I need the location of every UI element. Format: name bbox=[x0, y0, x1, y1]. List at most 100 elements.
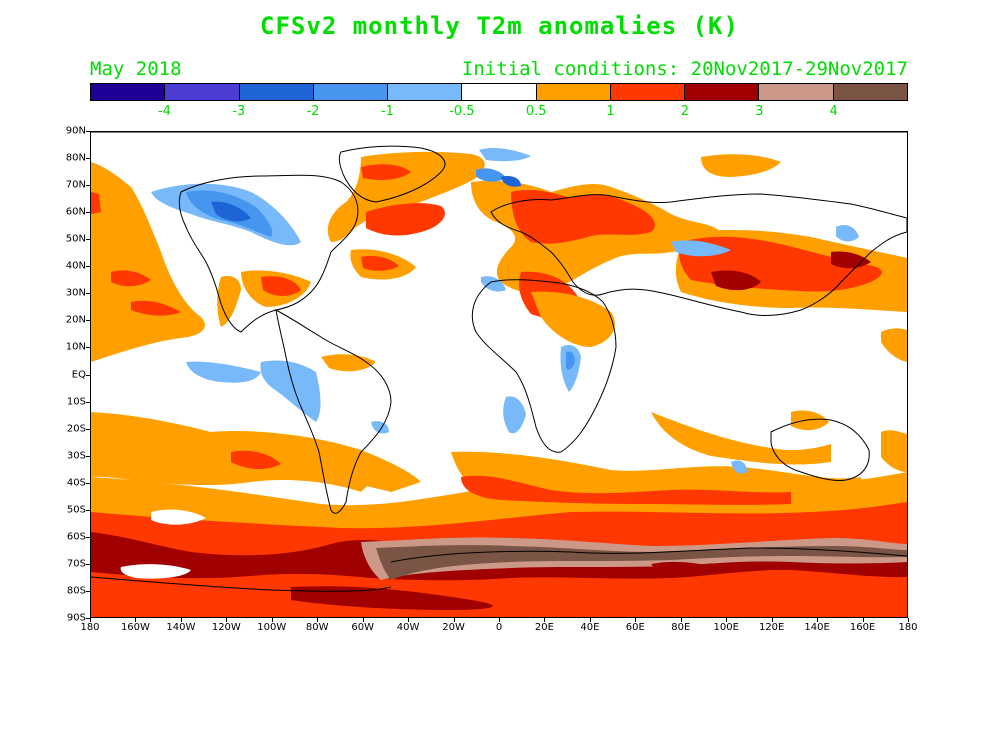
longitude-label: 100W bbox=[257, 622, 287, 633]
longitude-label: 20W bbox=[442, 622, 465, 633]
latitude-tick bbox=[86, 266, 90, 268]
latitude-label: 70N bbox=[65, 179, 86, 191]
latitude-tick bbox=[86, 320, 90, 322]
longitude-tick bbox=[589, 618, 591, 622]
longitude-label: 100E bbox=[713, 622, 739, 633]
longitude-tick bbox=[90, 618, 91, 622]
longitude-tick bbox=[544, 618, 546, 622]
latitude-tick bbox=[86, 374, 90, 376]
latitude-label: 90N bbox=[65, 125, 86, 137]
latitude-label: 90S bbox=[66, 612, 86, 624]
color-scale-label: 0.5 bbox=[525, 104, 547, 119]
longitude-tick bbox=[817, 618, 819, 622]
latitude-tick bbox=[86, 618, 90, 619]
latitude-label: 30N bbox=[65, 287, 86, 299]
color-scale-label: -1 bbox=[380, 104, 394, 119]
southern-midlat-anomaly bbox=[91, 162, 907, 525]
latitude-tick bbox=[86, 428, 90, 430]
longitude-tick bbox=[680, 618, 682, 622]
longitude-label: 120W bbox=[211, 622, 241, 633]
latitude-tick bbox=[86, 590, 90, 592]
latitude-label: 40N bbox=[65, 260, 86, 272]
latitude-label: 60N bbox=[65, 206, 86, 218]
latitude-tick bbox=[86, 482, 90, 484]
color-scale-segment bbox=[462, 84, 537, 100]
color-scale-segment bbox=[833, 84, 907, 100]
color-scale-segment bbox=[313, 84, 389, 100]
longitude-label: 160W bbox=[120, 622, 150, 633]
latitude-tick bbox=[86, 158, 90, 160]
longitude-label: 0 bbox=[495, 622, 503, 633]
longitude-tick bbox=[180, 618, 182, 622]
latitude-tick bbox=[86, 563, 90, 565]
latitude-tick bbox=[86, 455, 90, 457]
longitude-label: 120E bbox=[758, 622, 785, 633]
longitude-tick bbox=[271, 618, 273, 622]
latitude-label: 70S bbox=[66, 558, 86, 570]
longitude-label: 60W bbox=[351, 622, 374, 633]
color-scale-bar bbox=[90, 83, 908, 101]
forecast-month: May 2018 bbox=[90, 58, 182, 80]
longitude-label: 180 bbox=[898, 622, 918, 633]
latitude-tick bbox=[86, 347, 90, 349]
latitude-tick bbox=[86, 239, 90, 241]
color-scale-segment bbox=[165, 84, 240, 100]
color-scale-label: -2 bbox=[306, 104, 320, 119]
color-scale-label: -3 bbox=[232, 104, 246, 119]
longitude-tick bbox=[771, 618, 773, 622]
map-svg bbox=[91, 132, 907, 617]
latitude-label: 50S bbox=[66, 504, 86, 516]
color-scale-label: 3 bbox=[755, 104, 764, 119]
southern-ocean-anomaly bbox=[91, 472, 907, 617]
color-scale-segment bbox=[239, 84, 314, 100]
anomaly-map bbox=[90, 131, 908, 618]
color-scale-labels: -4 -3 -2 -1 -0.5 0.5 1 2 3 4 bbox=[90, 104, 908, 122]
longitude-label: 20E bbox=[534, 622, 554, 633]
latitude-label: 30S bbox=[66, 450, 86, 462]
longitude-label: 60E bbox=[625, 622, 645, 633]
latitude-tick bbox=[86, 212, 90, 214]
longitude-label: 140W bbox=[166, 622, 196, 633]
color-scale-segment bbox=[610, 84, 686, 100]
longitude-tick bbox=[453, 618, 455, 622]
color-scale-label: -4 bbox=[157, 104, 171, 119]
longitude-label: 160E bbox=[849, 622, 876, 633]
latitude-label: 10N bbox=[65, 341, 86, 353]
longitude-tick bbox=[135, 618, 137, 622]
initial-conditions: Initial conditions: 20Nov2017-29Nov2017 bbox=[461, 58, 908, 80]
latitude-label: 40S bbox=[66, 477, 86, 489]
coastlines bbox=[91, 145, 907, 592]
latitude-tick bbox=[86, 293, 90, 295]
longitude-label: 180 bbox=[80, 622, 100, 633]
longitude-tick bbox=[726, 618, 728, 622]
longitude-tick bbox=[635, 618, 637, 622]
chart-title: CFSv2 monthly T2m anomalies (K) bbox=[260, 12, 739, 40]
color-scale-segment bbox=[759, 84, 834, 100]
longitude-tick bbox=[226, 618, 228, 622]
color-scale-label: 2 bbox=[680, 104, 690, 119]
latitude-tick bbox=[86, 185, 90, 187]
latitude-label: 50N bbox=[65, 233, 86, 245]
latitude-label: 60S bbox=[66, 531, 86, 543]
longitude-tick bbox=[362, 618, 364, 622]
longitude-tick bbox=[499, 618, 500, 622]
northern-hemisphere-anomaly bbox=[217, 151, 907, 431]
longitude-tick bbox=[408, 618, 410, 622]
color-scale-segment bbox=[685, 84, 760, 100]
latitude-label: 10S bbox=[66, 396, 86, 408]
cold-anomaly-areas bbox=[151, 148, 859, 474]
longitude-label: 140E bbox=[804, 622, 830, 633]
latitude-label: 20S bbox=[66, 423, 86, 435]
longitude-tick bbox=[908, 618, 909, 622]
color-scale-label: 1 bbox=[606, 104, 615, 119]
latitude-label: 20N bbox=[65, 314, 86, 326]
longitude-label: 80E bbox=[671, 622, 691, 633]
latitude-tick bbox=[86, 536, 90, 538]
color-scale-label: -0.5 bbox=[449, 104, 475, 119]
longitude-tick bbox=[862, 618, 864, 622]
latitude-tick bbox=[86, 509, 90, 511]
latitude-label: EQ bbox=[71, 369, 86, 380]
latitude-label: 80N bbox=[65, 152, 86, 164]
color-scale-segment bbox=[91, 84, 166, 100]
longitude-label: 40E bbox=[580, 622, 600, 633]
